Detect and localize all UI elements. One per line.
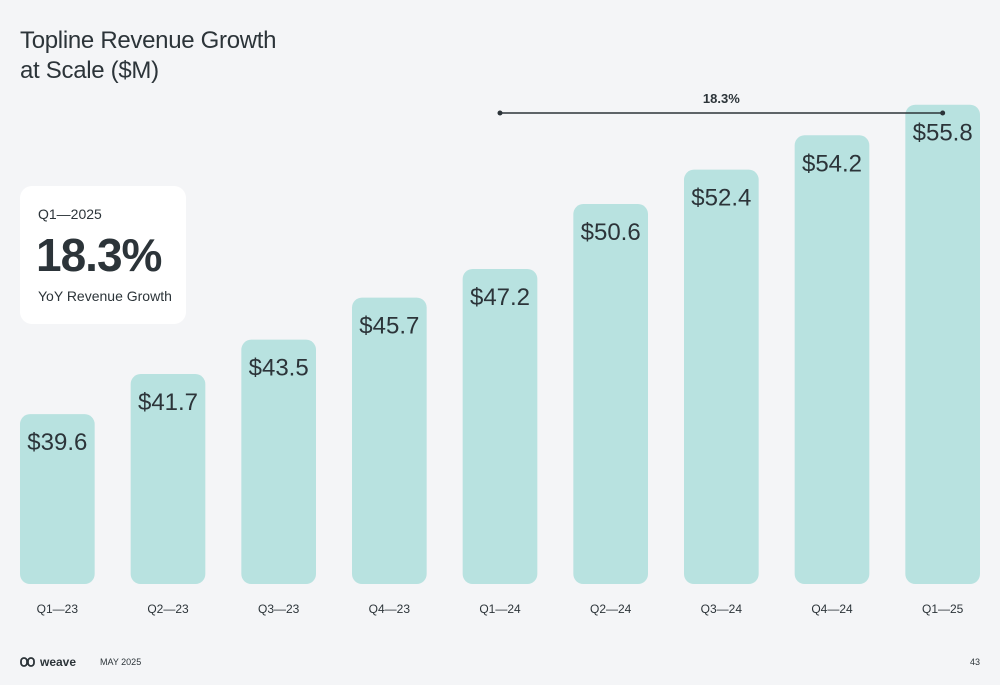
bar-value-label-0: $39.6 — [27, 429, 87, 456]
bar-value-label-5: $50.6 — [581, 219, 641, 246]
x-tick-label-3: Q4—23 — [369, 602, 411, 616]
growth-annotation-dot-0 — [497, 110, 503, 116]
page-title: Topline Revenue Growth at Scale ($M) — [20, 26, 277, 86]
bar-value-label-4: $47.2 — [470, 284, 530, 311]
bar-value-label-3: $45.7 — [359, 313, 419, 340]
x-tick-label-7: Q4—24 — [811, 602, 853, 616]
bar-2 — [241, 339, 316, 584]
weave-logo-icon — [20, 657, 35, 667]
bar-value-label-7: $54.2 — [802, 150, 862, 177]
bar-value-label-8: $55.8 — [913, 120, 973, 147]
bar-3 — [352, 297, 427, 584]
bar-value-label-1: $41.7 — [138, 389, 198, 416]
x-tick-label-0: Q1—23 — [37, 602, 79, 616]
x-tick-label-1: Q2—23 — [147, 602, 189, 616]
bar-1 — [130, 374, 206, 584]
x-tick-label-6: Q3—24 — [701, 602, 743, 616]
kpi-value: 18.3% — [36, 229, 162, 281]
bar-value-label-2: $43.5 — [249, 355, 309, 382]
kpi-label: YoY Revenue Growth — [38, 288, 172, 304]
title-line-2: at Scale ($M) — [20, 57, 159, 84]
bar-value-label-6: $52.4 — [691, 185, 751, 212]
x-tick-label-4: Q1—24 — [479, 602, 521, 616]
bar-7 — [794, 135, 870, 584]
growth-annotation-dot-1 — [940, 110, 946, 116]
x-tick-label-8: Q1—25 — [922, 602, 964, 616]
page-number: 43 — [969, 657, 980, 667]
weave-logo: weave — [20, 655, 76, 669]
bar-5 — [573, 204, 648, 585]
title-line-1: Topline Revenue Growth — [20, 27, 277, 54]
footer-date: MAY 2025 — [100, 657, 142, 667]
x-tick-label-5: Q2—24 — [590, 602, 632, 616]
bar-4 — [462, 268, 538, 584]
kpi-card: Q1—2025 18.3% YoY Revenue Growth — [20, 186, 186, 324]
x-tick-label-2: Q3—23 — [258, 602, 300, 616]
kpi-period: Q1—2025 — [38, 206, 102, 222]
brand-name: weave — [40, 655, 77, 669]
revenue-bar-chart: $39.6 Q1—23 $41.7 Q2—23 $43.5 Q3—23 $45.7 Q4—23… — [20, 91, 980, 616]
bar-0 — [20, 414, 95, 584]
bar-8 — [905, 104, 980, 584]
bar-6 — [684, 169, 759, 584]
growth-annotation-label: 18.3% — [703, 91, 740, 106]
